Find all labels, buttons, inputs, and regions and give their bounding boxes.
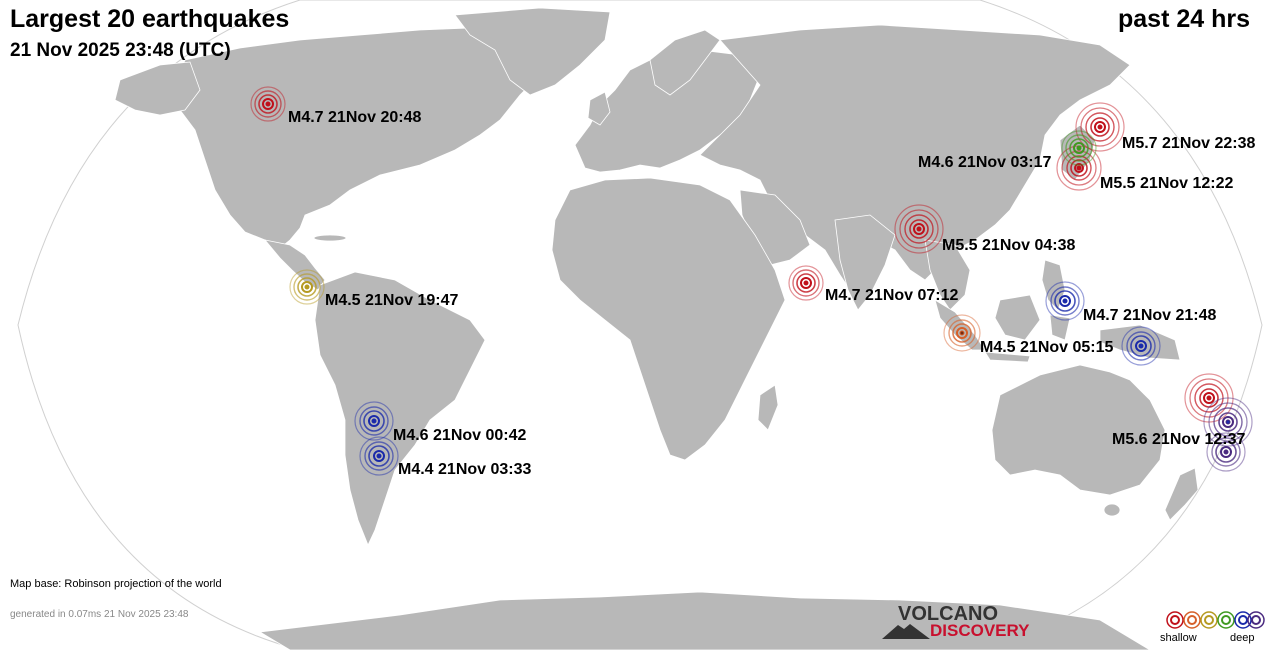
java bbox=[984, 351, 1031, 363]
cuba bbox=[313, 234, 347, 242]
quake-marker[interactable] bbox=[359, 436, 399, 476]
volcano-icon bbox=[882, 624, 930, 639]
madagascar bbox=[757, 384, 779, 431]
quake-label: M4.5 21Nov 19:47 bbox=[325, 292, 459, 309]
quake-marker[interactable] bbox=[1203, 397, 1253, 447]
quake-marker[interactable] bbox=[1061, 130, 1097, 166]
map-base-note: Map base: Robinson projection of the wor… bbox=[10, 578, 222, 590]
depth-legend bbox=[1166, 611, 1265, 629]
map-title: Largest 20 earthquakes bbox=[10, 5, 290, 33]
quake-label: M4.4 21Nov 03:33 bbox=[398, 461, 532, 478]
quake-marker[interactable] bbox=[943, 314, 981, 352]
quake-label: M4.6 21Nov 00:42 bbox=[393, 427, 527, 444]
philippines bbox=[1041, 259, 1066, 311]
quake-marker[interactable] bbox=[1075, 102, 1125, 152]
north-america bbox=[174, 27, 561, 249]
asia bbox=[699, 24, 1131, 291]
quake-label: M4.7 21Nov 20:48 bbox=[288, 109, 422, 126]
tasmania bbox=[1103, 503, 1121, 517]
alaska bbox=[114, 61, 201, 116]
africa bbox=[551, 177, 786, 461]
quake-label: M5.5 21Nov 12:22 bbox=[1100, 175, 1234, 192]
quake-label: M4.7 21Nov 07:12 bbox=[825, 287, 959, 304]
volcano-discovery-logo[interactable]: VOLCANO DISCOVERY bbox=[882, 603, 1042, 643]
quake-label: M4.5 21Nov 05:15 bbox=[980, 339, 1114, 356]
south-america bbox=[314, 271, 486, 547]
scandinavia bbox=[649, 29, 721, 96]
landmasses bbox=[114, 7, 1199, 650]
quake-marker[interactable] bbox=[354, 401, 394, 441]
quake-marker[interactable] bbox=[250, 86, 286, 122]
quake-marker[interactable] bbox=[1045, 281, 1085, 321]
antarctica bbox=[258, 591, 1151, 650]
britain bbox=[587, 91, 611, 126]
generated-note: generated in 0.07ms 21 Nov 2025 23:48 bbox=[10, 609, 189, 620]
quake-label: M4.7 21Nov 21:48 bbox=[1083, 307, 1217, 324]
quake-label: M5.7 21Nov 22:38 bbox=[1122, 135, 1256, 152]
greenland bbox=[454, 7, 611, 96]
quake-marker[interactable] bbox=[1121, 326, 1161, 366]
earthquake-markers bbox=[250, 86, 1253, 476]
new-zealand bbox=[1164, 467, 1199, 521]
logo-text-discovery: DISCOVERY bbox=[930, 621, 1030, 640]
quake-label: M5.5 21Nov 04:38 bbox=[942, 237, 1076, 254]
indochina bbox=[924, 239, 971, 311]
sulawesi bbox=[1049, 314, 1071, 341]
quake-marker[interactable] bbox=[289, 269, 325, 305]
australia bbox=[991, 364, 1166, 496]
logo-text-volcano: VOLCANO bbox=[898, 603, 998, 625]
legend-shallow-label: shallow bbox=[1160, 632, 1197, 644]
quake-label: M5.6 21Nov 12:37 bbox=[1112, 431, 1246, 448]
legend-deep-label: deep bbox=[1230, 632, 1255, 644]
quake-marker[interactable] bbox=[894, 204, 944, 254]
quake-marker[interactable] bbox=[788, 265, 824, 301]
map-timestamp: 21 Nov 2025 23:48 (UTC) bbox=[10, 40, 231, 61]
borneo bbox=[994, 294, 1041, 341]
india bbox=[834, 214, 896, 311]
time-period: past 24 hrs bbox=[1117, 5, 1250, 33]
new-guinea bbox=[1099, 324, 1181, 361]
quake-marker[interactable] bbox=[1206, 432, 1246, 472]
quake-label: M4.6 21Nov 03:17 bbox=[918, 154, 1052, 171]
quake-labels: M4.7 21Nov 20:48 M5.7 21Nov 22:38 M4.6 2… bbox=[288, 109, 1256, 478]
